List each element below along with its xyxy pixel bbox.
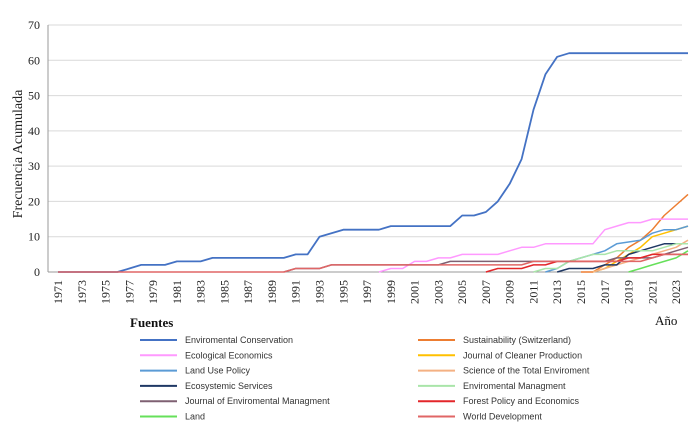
x-tick-label: 1979	[146, 280, 160, 304]
series-line-4	[592, 225, 689, 273]
legend-entry: Enviromental Conservation	[185, 335, 293, 345]
x-tick-label: 1999	[384, 280, 398, 304]
series-line-8	[533, 243, 688, 273]
x-tick-label: 2005	[455, 280, 469, 304]
y-tick-label: 50	[28, 89, 40, 103]
x-tick-label: 1997	[360, 280, 374, 304]
x-tick-label: 2011	[526, 280, 540, 304]
x-axis-label: Año	[655, 313, 677, 328]
legend-entry: Ecosystemic Services	[185, 381, 273, 391]
legend-entry: Sustainability (Switzerland)	[463, 335, 571, 345]
y-tick-label: 40	[28, 124, 40, 138]
x-tick-label: 2019	[622, 280, 636, 304]
x-tick-label: 1983	[194, 280, 208, 304]
x-tick-label: 1991	[289, 280, 303, 304]
series-line-12	[58, 253, 688, 273]
x-tick-label: 1971	[51, 280, 65, 304]
x-tick-label: 2017	[598, 280, 612, 304]
x-tick-label: 1989	[265, 280, 279, 304]
x-tick-label: 1987	[241, 280, 255, 304]
y-tick-label: 0	[34, 265, 40, 279]
legend-title: Fuentes	[130, 315, 173, 330]
series-line-3	[378, 218, 688, 273]
y-tick-label: 20	[28, 194, 40, 208]
x-tick-label: 1995	[336, 280, 350, 304]
series-line-1	[58, 52, 688, 273]
y-tick-label: 60	[28, 53, 40, 67]
y-tick-label: 70	[28, 18, 40, 32]
legend-entry: Enviromental Managment	[463, 381, 566, 391]
y-axis-label: Frecuencia Acumulada	[11, 89, 26, 218]
x-tick-label: 1981	[170, 280, 184, 304]
legend-entry: Journal of Cleaner Production	[463, 350, 582, 360]
x-tick-label: 2015	[574, 280, 588, 304]
legend: Enviromental Conservation Sustainability …	[140, 335, 590, 422]
legend-entry: World Development	[463, 412, 542, 422]
series-line-2	[581, 193, 689, 273]
legend-entry: Land Use Policy	[185, 366, 251, 376]
legend-entry: Forest Policy and Economics	[463, 396, 580, 406]
series-line-11	[628, 250, 689, 273]
x-tick-label: 1985	[217, 280, 231, 304]
x-tick-label: 2023	[669, 280, 683, 304]
legend-entry: Ecological Economics	[185, 350, 273, 360]
grid-lines	[48, 24, 682, 273]
x-tick-label: 1973	[75, 280, 89, 304]
x-tick-label: 1977	[122, 280, 136, 304]
x-tick-label: 2003	[431, 280, 445, 304]
y-tick-label: 10	[28, 230, 40, 244]
y-tick-label: 30	[28, 159, 40, 173]
legend-entry: Land	[185, 412, 205, 422]
x-tick-label: 1993	[313, 280, 327, 304]
x-tick-label: 2001	[408, 280, 422, 304]
x-tick-label: 1975	[99, 280, 113, 304]
axes: 0 10 20 30 40 50 60 70 1971 1973 1975 1977 1979 1981 1…	[28, 18, 683, 304]
x-tick-label: 2013	[550, 280, 564, 304]
series-lines	[58, 52, 689, 273]
legend-entry: Science of the Total Enviroment	[463, 366, 590, 376]
legend-entry: Journal of Enviromental Managment	[185, 396, 330, 406]
x-tick-label: 2009	[503, 280, 517, 304]
x-tick-label: 2021	[645, 280, 659, 304]
x-tick-label: 2007	[479, 280, 493, 304]
